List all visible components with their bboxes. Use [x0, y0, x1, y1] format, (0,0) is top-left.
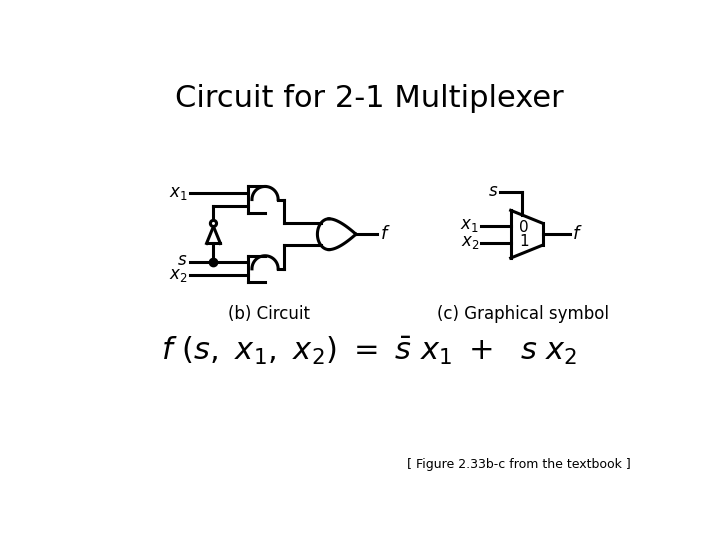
- Text: $f$: $f$: [572, 225, 583, 243]
- Text: 0: 0: [519, 220, 528, 235]
- Text: (c) Graphical symbol: (c) Graphical symbol: [437, 305, 609, 323]
- Circle shape: [210, 220, 217, 226]
- Text: (b) Circuit: (b) Circuit: [228, 305, 310, 323]
- Text: Circuit for 2-1 Multiplexer: Circuit for 2-1 Multiplexer: [175, 84, 563, 113]
- Text: $f\ (s,\ x_1,\ x_2)\ =\ \bar{s}\ x_1\ +\ \ s\ x_2$: $f\ (s,\ x_1,\ x_2)\ =\ \bar{s}\ x_1\ +\…: [161, 335, 577, 367]
- Text: $x_1$: $x_1$: [168, 185, 187, 201]
- Text: $s$: $s$: [177, 252, 187, 269]
- Text: $x_1$: $x_1$: [461, 217, 479, 234]
- Text: [ Figure 2.33b-c from the textbook ]: [ Figure 2.33b-c from the textbook ]: [407, 458, 631, 471]
- Text: $x_2$: $x_2$: [461, 234, 479, 251]
- Text: $s$: $s$: [488, 184, 498, 200]
- Text: 1: 1: [519, 234, 528, 249]
- Text: $f$: $f$: [379, 225, 390, 243]
- Text: $x_2$: $x_2$: [168, 267, 187, 284]
